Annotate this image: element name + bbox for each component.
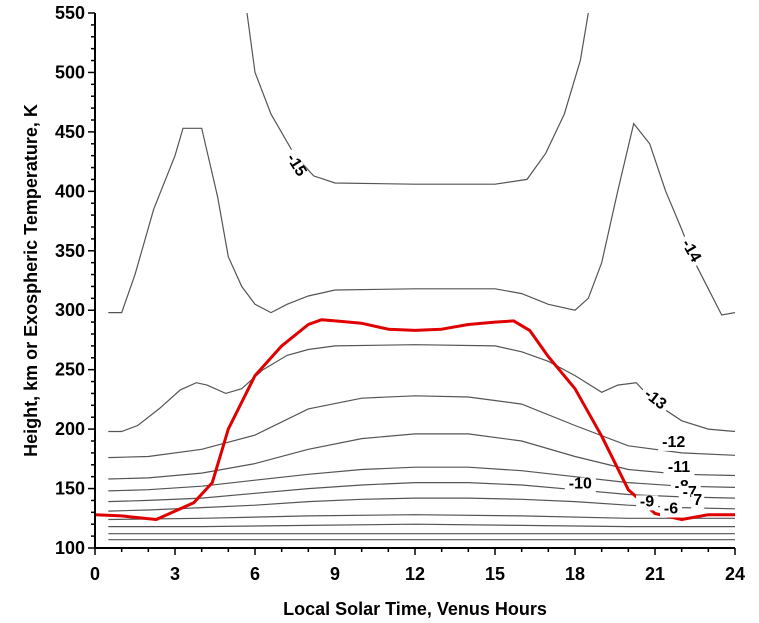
contour-line — [108, 122, 735, 316]
contour-label-background — [658, 435, 690, 451]
contour-line — [108, 523, 735, 528]
y-tick-label: 300 — [55, 300, 85, 320]
y-axis-title: Height, km or Exospheric Temperature, K — [21, 104, 41, 457]
contour-label: -9 — [640, 493, 654, 510]
x-tick-label: 6 — [250, 564, 260, 584]
contour-label: 7 — [693, 492, 702, 509]
contour-line — [108, 482, 735, 503]
y-tick-label: 450 — [55, 122, 85, 142]
contour-line — [108, 433, 735, 480]
contour-label: -6 — [664, 501, 678, 518]
x-tick-label: 24 — [725, 564, 745, 584]
x-tick-label: 3 — [170, 564, 180, 584]
y-tick-label: 100 — [55, 538, 85, 558]
contour-line — [108, 497, 735, 512]
contour-label-background — [691, 494, 705, 510]
x-tick-label: 21 — [645, 564, 665, 584]
temperature-curve-group — [95, 318, 735, 521]
axes: 100 150 200 250 300 350 400 450 500 550 0 3 6 9 12 15 18… — [55, 3, 745, 584]
contour-label-background — [660, 502, 682, 518]
contour-label: -12 — [662, 434, 685, 451]
x-tick-label: 15 — [485, 564, 505, 584]
y-tick-label: 250 — [55, 360, 85, 380]
contour-label: -11 — [668, 459, 690, 476]
y-tick-label: 400 — [55, 181, 85, 201]
contour-line — [246, 13, 589, 185]
contour-line — [108, 344, 735, 433]
contour-label-background — [564, 477, 596, 493]
x-tick-label: 0 — [90, 564, 100, 584]
y-tick-label: 150 — [55, 479, 85, 499]
contour-labels: -15-14-13-12-11-10-9-8-7-67 — [280, 148, 705, 518]
y-tick-label: 550 — [55, 3, 85, 23]
contour-label-background — [637, 384, 672, 416]
contour-label-background — [663, 460, 695, 476]
contour-line — [108, 514, 735, 521]
y-tick-label: 200 — [55, 419, 85, 439]
contour-label: -10 — [569, 476, 592, 493]
x-tick-label: 12 — [405, 564, 425, 584]
temperature-curve — [95, 318, 735, 521]
x-axis-title: Local Solar Time, Venus Hours — [283, 599, 547, 619]
contour-label-background — [636, 495, 658, 511]
contour-line — [108, 395, 735, 459]
x-tick-label: 18 — [565, 564, 585, 584]
y-tick-label: 350 — [55, 241, 85, 261]
contour-label-background — [675, 234, 705, 269]
contour-lines — [108, 13, 735, 541]
contour-line — [108, 466, 735, 492]
contour-label-background — [280, 148, 310, 183]
x-tick-label: 9 — [330, 564, 340, 584]
y-tick-label: 500 — [55, 62, 85, 82]
